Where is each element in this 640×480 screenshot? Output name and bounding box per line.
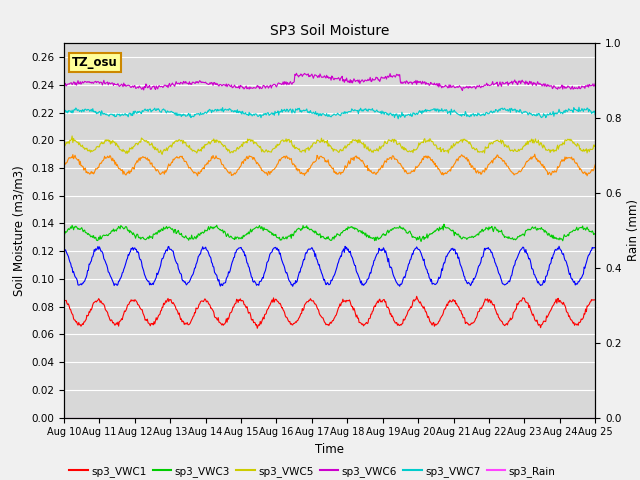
Title: SP3 Soil Moisture: SP3 Soil Moisture xyxy=(270,24,389,38)
X-axis label: Time: Time xyxy=(315,443,344,456)
Text: TZ_osu: TZ_osu xyxy=(72,56,118,69)
Legend: sp3_VWC1, sp3_VWC2, sp3_VWC3, sp3_VWC4, sp3_VWC5, sp3_VWC6, sp3_VWC7, sp3_Rain: sp3_VWC1, sp3_VWC2, sp3_VWC3, sp3_VWC4, … xyxy=(69,466,556,480)
Y-axis label: Rain (mm): Rain (mm) xyxy=(627,199,640,262)
Y-axis label: Soil Moisture (m3/m3): Soil Moisture (m3/m3) xyxy=(13,165,26,296)
